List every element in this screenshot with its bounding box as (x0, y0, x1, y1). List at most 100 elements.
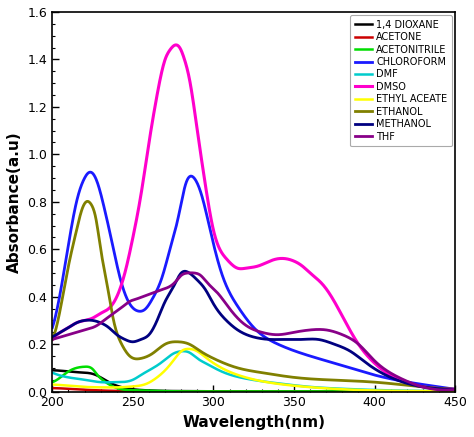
DMF (397, 388, 402, 393)
ETHYL ACEATE (49, 382, 55, 387)
THF (307, 327, 312, 333)
ETHANOL (74, 225, 80, 231)
ETHYL ACEATE (74, 384, 80, 389)
ACETONITRILE (307, 389, 312, 394)
1,4 DIOXANE (452, 389, 458, 394)
CHLOROFORM (87, 170, 93, 175)
THF (284, 331, 290, 336)
Line: DMF: DMF (52, 351, 455, 391)
CHLOROFORM (356, 368, 361, 373)
ETHANOL (356, 378, 361, 384)
METHANOL (182, 269, 188, 274)
DMSO (294, 260, 300, 265)
DMF (452, 388, 458, 394)
Line: CHLOROFORM: CHLOROFORM (52, 172, 455, 389)
DMF (294, 383, 300, 388)
METHANOL (49, 334, 55, 340)
METHANOL (284, 337, 290, 342)
1,4 DIOXANE (49, 368, 55, 373)
ACETONITRILE (284, 389, 290, 394)
ACETONITRILE (74, 365, 80, 371)
ETHYL ACEATE (307, 385, 312, 390)
METHANOL (397, 378, 402, 384)
Line: ACETONITRILE: ACETONITRILE (52, 367, 455, 392)
ACETONE (397, 389, 402, 394)
ACETONE (74, 387, 80, 392)
METHANOL (294, 337, 300, 342)
1,4 DIOXANE (284, 389, 290, 394)
DMF (181, 349, 186, 354)
Line: METHANOL: METHANOL (52, 271, 455, 389)
1,4 DIOXANE (397, 389, 402, 394)
METHANOL (74, 320, 80, 325)
ACETONE (49, 385, 55, 391)
METHANOL (307, 336, 312, 342)
CHLOROFORM (307, 353, 312, 358)
METHANOL (356, 354, 361, 360)
DMSO (173, 42, 179, 48)
METHANOL (452, 387, 458, 392)
DMF (74, 376, 80, 382)
ETHANOL (307, 376, 312, 382)
ACETONITRILE (356, 389, 361, 394)
CHLOROFORM (74, 197, 80, 202)
THF (294, 329, 300, 334)
ETHANOL (294, 375, 300, 380)
DMF (356, 387, 361, 392)
ETHYL ACEATE (294, 383, 300, 388)
CHLOROFORM (397, 378, 402, 383)
ETHYL ACEATE (452, 388, 458, 394)
ACETONITRILE (294, 389, 300, 394)
DMF (49, 370, 55, 375)
ETHANOL (397, 382, 402, 387)
ACETONE (307, 389, 312, 394)
DMSO (452, 387, 458, 392)
DMSO (74, 320, 80, 325)
1,4 DIOXANE (252, 389, 257, 394)
ACETONITRILE (397, 389, 402, 394)
CHLOROFORM (284, 345, 290, 350)
Line: ACETONE: ACETONE (52, 388, 455, 392)
THF (74, 329, 80, 335)
DMSO (356, 341, 361, 347)
Legend: 1,4 DIOXANE, ACETONE, ACETONITRILE, CHLOROFORM, DMF, DMSO, ETHYL ACEATE, ETHANOL: 1,4 DIOXANE, ACETONE, ACETONITRILE, CHLO… (350, 15, 452, 146)
ETHANOL (284, 374, 290, 379)
X-axis label: Wavelength(nm): Wavelength(nm) (182, 415, 325, 430)
Line: ETHYL ACEATE: ETHYL ACEATE (52, 349, 455, 391)
ACETONE (283, 389, 289, 394)
ACETONITRILE (452, 389, 458, 394)
ETHANOL (49, 337, 55, 342)
ACETONITRILE (405, 389, 411, 394)
THF (188, 270, 194, 275)
Line: ETHANOL: ETHANOL (52, 201, 455, 389)
DMF (284, 382, 290, 387)
1,4 DIOXANE (294, 389, 300, 394)
Y-axis label: Absorbance(a.u): Absorbance(a.u) (7, 131, 22, 273)
DMSO (284, 256, 290, 261)
THF (397, 375, 402, 381)
ACETONE (452, 389, 458, 394)
DMSO (49, 337, 55, 342)
ETHYL ACEATE (397, 388, 402, 394)
THF (452, 387, 458, 392)
DMF (307, 384, 312, 389)
ACETONE (356, 389, 361, 394)
ACETONITRILE (49, 379, 55, 385)
DMSO (397, 378, 402, 383)
1,4 DIOXANE (74, 370, 80, 375)
Line: DMSO: DMSO (52, 45, 455, 389)
ACETONITRILE (83, 364, 89, 369)
ETHYL ACEATE (284, 382, 290, 388)
THF (356, 341, 361, 347)
ETHYL ACEATE (356, 387, 361, 392)
1,4 DIOXANE (307, 389, 312, 394)
CHLOROFORM (452, 387, 458, 392)
Line: THF: THF (52, 273, 455, 390)
Line: 1,4 DIOXANE: 1,4 DIOXANE (52, 370, 455, 392)
ACETONE (292, 389, 297, 394)
THF (442, 388, 448, 393)
1,4 DIOXANE (356, 389, 361, 394)
ETHANOL (452, 387, 458, 392)
DMSO (307, 270, 312, 275)
CHLOROFORM (49, 325, 55, 330)
